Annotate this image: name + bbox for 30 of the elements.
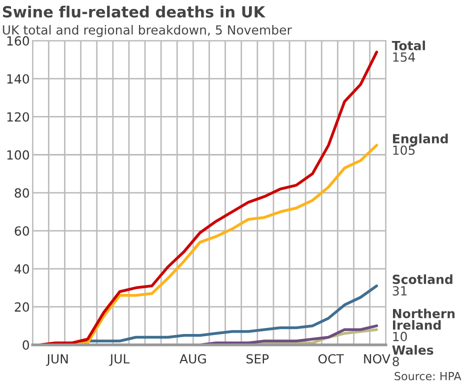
y-tick-label: 160 — [7, 36, 30, 46]
y-tick-label: 100 — [7, 150, 30, 160]
x-tick-label: OCT — [318, 354, 344, 364]
series-label: Scotland — [392, 274, 452, 284]
data-label: 10 — [393, 332, 407, 342]
data-label: 8 — [392, 356, 399, 366]
y-tick-label: 40 — [14, 264, 30, 274]
x-tick-label: AUG — [180, 354, 206, 364]
y-tick-label: 60 — [14, 226, 30, 236]
y-tick-label: 20 — [14, 302, 30, 312]
y-tick-label: 120 — [7, 112, 30, 122]
data-label: 154 — [393, 52, 416, 62]
x-tick-label: NOV — [364, 354, 390, 364]
line-series — [38, 50, 378, 345]
x-tick-label: JUN — [46, 354, 68, 366]
data-label: 31 — [392, 286, 407, 296]
x-tick-label: JUL — [109, 354, 130, 366]
series-label: England — [392, 134, 448, 146]
chart-subtitle: UK total and regional breakdown, 5 November — [2, 24, 292, 38]
chart-title: Swine flu-related deaths in UK — [2, 6, 266, 18]
series-label: Total — [392, 40, 425, 50]
y-tick-label: 80 — [14, 188, 30, 198]
y-tick-label: 0 — [22, 340, 30, 350]
x-tick-label: SEP — [246, 354, 269, 364]
line-series — [198, 324, 378, 345]
data-label: 105 — [393, 145, 415, 155]
y-tick-label: 140 — [7, 74, 30, 84]
source-note: Source: HPA — [394, 372, 462, 380]
series-label: Northern Ireland — [392, 308, 454, 330]
series-label: Wales — [392, 345, 434, 355]
